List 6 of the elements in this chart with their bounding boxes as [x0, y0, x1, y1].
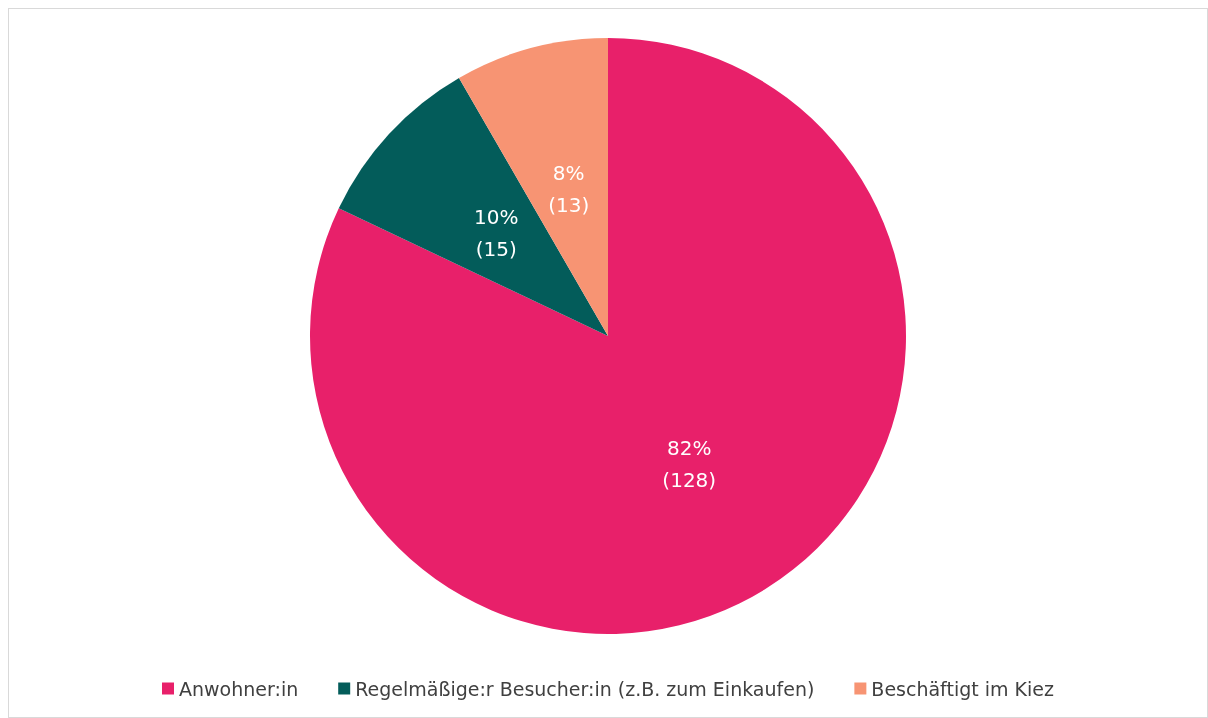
data-label: 82% (128): [662, 436, 717, 493]
legend-label: Beschäftigt im Kiez: [871, 677, 1054, 700]
legend-label: Anwohner:in: [179, 677, 299, 700]
data-label: 8% (13): [548, 161, 590, 218]
legend-label: Regelmäßige:r Besucher:in (z.B. zum Einkaufen): [355, 677, 815, 700]
data-label: 10% (15): [474, 204, 519, 261]
